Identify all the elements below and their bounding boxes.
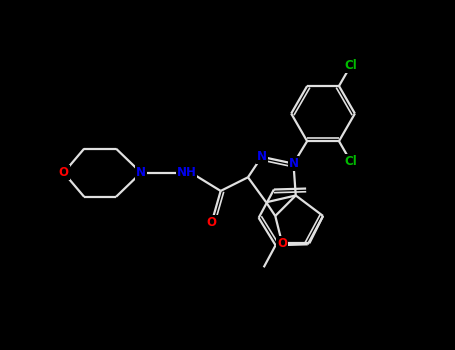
Text: Cl: Cl	[344, 155, 357, 168]
Text: O: O	[207, 216, 217, 229]
Text: N: N	[136, 166, 146, 179]
Text: O: O	[277, 237, 287, 250]
Text: NH: NH	[177, 166, 197, 179]
Text: Cl: Cl	[344, 59, 357, 72]
Text: O: O	[59, 166, 69, 179]
Text: N: N	[257, 150, 267, 163]
Text: N: N	[288, 157, 298, 170]
